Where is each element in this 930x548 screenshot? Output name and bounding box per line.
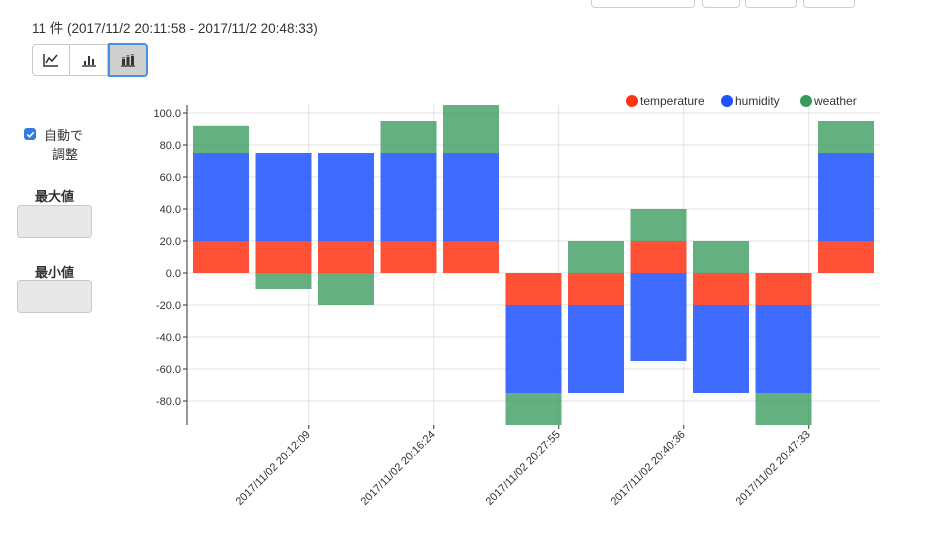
chart-legend: temperature humidity weather <box>626 94 857 108</box>
legend-label-temperature[interactable]: temperature <box>640 94 705 108</box>
auto-adjust-checkbox[interactable] <box>24 128 36 140</box>
y-tick-label: -80.0 <box>156 396 181 408</box>
bar-weather[interactable] <box>318 273 374 305</box>
bar-temperature[interactable] <box>318 241 374 273</box>
min-value-label: 最小値 <box>34 265 74 280</box>
bar-humidity[interactable] <box>193 153 249 241</box>
bar-weather[interactable] <box>568 241 624 273</box>
stacked-bar-chart-icon <box>121 54 135 67</box>
top-button-1[interactable] <box>591 0 695 8</box>
bar-temperature[interactable] <box>255 241 312 273</box>
auto-adjust-label: 自動で 調整 <box>44 126 90 164</box>
bar-humidity[interactable] <box>755 305 812 393</box>
chart-bars <box>193 105 874 425</box>
legend-marker-humidity <box>721 95 733 107</box>
top-button-4[interactable] <box>803 0 855 8</box>
bar-humidity[interactable] <box>443 153 499 241</box>
legend-label-humidity[interactable]: humidity <box>735 94 780 108</box>
line-chart-button[interactable] <box>32 44 70 76</box>
x-tick-label: 2017/11/02 20:16:24 <box>359 429 438 508</box>
bar-humidity[interactable] <box>318 153 374 241</box>
bar-humidity[interactable] <box>568 305 624 393</box>
y-tick-label: -60.0 <box>156 364 181 376</box>
bar-temperature[interactable] <box>568 273 624 305</box>
bar-weather[interactable] <box>505 393 562 425</box>
bar-humidity[interactable] <box>380 153 437 241</box>
bar-temperature[interactable] <box>443 241 499 273</box>
bar-temperature[interactable] <box>630 241 687 273</box>
bar-weather[interactable] <box>255 273 312 289</box>
bar-chart-icon <box>81 56 96 67</box>
record-count-range: 11 件 (2017/11/2 20:11:58 - 2017/11/2 20:… <box>32 21 318 36</box>
legend-marker-temperature <box>626 95 638 107</box>
checkmark-icon <box>26 131 34 138</box>
bar-humidity[interactable] <box>630 273 687 361</box>
bar-humidity[interactable] <box>255 153 312 241</box>
max-value-input[interactable] <box>17 205 92 238</box>
bar-humidity[interactable] <box>505 305 562 393</box>
y-tick-label: -40.0 <box>156 332 181 344</box>
x-tick-label: 2017/11/02 20:12:09 <box>234 429 313 508</box>
y-tick-label: -20.0 <box>156 300 181 312</box>
bar-weather[interactable] <box>443 105 499 153</box>
bar-weather[interactable] <box>693 241 749 273</box>
y-tick-label: 0.0 <box>166 268 181 280</box>
bar-humidity[interactable] <box>818 153 874 241</box>
bar-chart-button[interactable] <box>70 44 108 76</box>
bar-temperature[interactable] <box>505 273 562 305</box>
bar-weather[interactable] <box>193 125 249 153</box>
max-value-label: 最大値 <box>34 189 74 204</box>
top-button-3[interactable] <box>745 0 797 8</box>
bar-temperature[interactable] <box>380 241 437 273</box>
min-value-input[interactable] <box>17 280 92 313</box>
y-tick-label: 20.0 <box>160 236 181 248</box>
x-tick-label: 2017/11/02 20:40:36 <box>609 429 688 508</box>
bar-temperature[interactable] <box>818 241 874 273</box>
stacked-bar-chart-button[interactable] <box>108 43 148 77</box>
line-chart-icon <box>43 54 58 67</box>
y-tick-label: 100.0 <box>153 108 181 120</box>
auto-adjust-option: 自動で 調整 <box>24 126 90 164</box>
y-tick-label: 40.0 <box>160 204 181 216</box>
auto-adjust-label-line2: 調整 <box>52 147 79 162</box>
bar-temperature[interactable] <box>755 273 812 305</box>
bar-weather[interactable] <box>818 121 874 153</box>
top-button-2[interactable] <box>702 0 740 8</box>
chart-mode-toggle-group <box>32 43 148 78</box>
bar-weather[interactable] <box>380 121 437 153</box>
bar-weather[interactable] <box>630 209 687 241</box>
bar-temperature[interactable] <box>693 273 749 305</box>
auto-adjust-label-line1: 自動で <box>44 128 84 143</box>
bar-humidity[interactable] <box>693 305 749 393</box>
bar-temperature[interactable] <box>193 241 249 273</box>
y-tick-label: 80.0 <box>160 140 181 152</box>
x-tick-label: 2017/11/02 20:47:33 <box>734 429 813 508</box>
x-tick-label: 2017/11/02 20:27:55 <box>484 429 563 508</box>
bar-weather[interactable] <box>755 393 812 425</box>
legend-marker-weather <box>800 95 812 107</box>
y-tick-label: 60.0 <box>160 172 181 184</box>
legend-label-weather[interactable]: weather <box>813 94 857 108</box>
